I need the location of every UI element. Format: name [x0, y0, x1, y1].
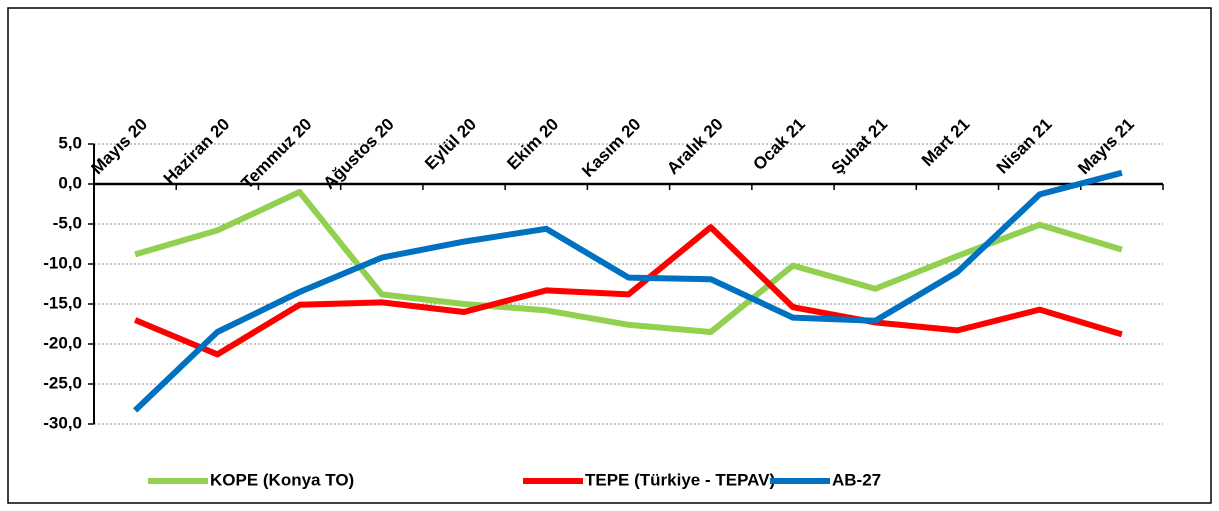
y-tick-label: -30,0: [43, 413, 82, 432]
series-line: [134, 189, 1123, 335]
chart-frame: [7, 7, 1212, 504]
y-tick-label: -25,0: [43, 373, 82, 392]
y-tick-label: 5,0: [58, 133, 82, 152]
y-tick-label: -10,0: [43, 253, 82, 272]
y-tick-label: 0,0: [58, 173, 82, 192]
legend-label: TEPE (Türkiye - TEPAV): [585, 470, 775, 489]
y-tick-label: -15,0: [43, 293, 82, 312]
y-tick-label: -5,0: [53, 213, 82, 232]
legend-label: AB-27: [832, 470, 881, 489]
legend-label: KOPE (Konya TO): [210, 470, 354, 489]
series-line: [133, 169, 1123, 413]
series-line: [133, 224, 1123, 358]
y-tick-label: -20,0: [43, 333, 82, 352]
